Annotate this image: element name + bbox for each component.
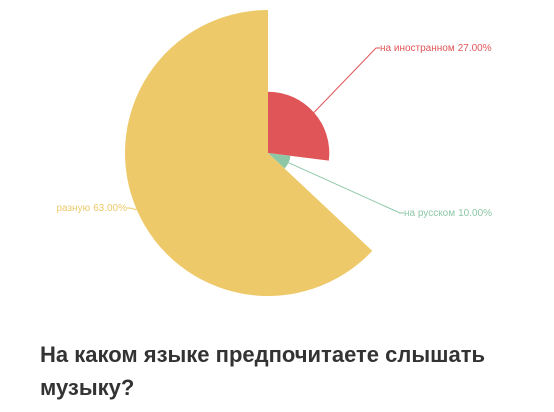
label-value: 27.00% — [458, 43, 492, 54]
chart-title: На каком языке предпочитаете слышать муз… — [40, 342, 486, 400]
data-label: на иностранном 27.00% — [380, 43, 492, 54]
label-name: разную — [56, 203, 90, 214]
leader-line — [127, 207, 137, 211]
label-value: 63.00% — [93, 203, 127, 214]
pie-slice — [268, 153, 291, 169]
pie-slice — [125, 10, 373, 296]
label-value: 10.00% — [458, 208, 492, 219]
label-name: на иностранном — [380, 43, 455, 54]
leader-line — [313, 47, 380, 113]
data-label: на русском 10.00% — [404, 208, 492, 219]
chart: на иностранном 27.00% на русском 10.00% разн… — [56, 10, 492, 296]
label-name: на русском — [404, 208, 455, 219]
data-label: разную 63.00% — [56, 203, 127, 214]
pie-slice — [268, 91, 330, 161]
leader-line — [288, 162, 404, 214]
